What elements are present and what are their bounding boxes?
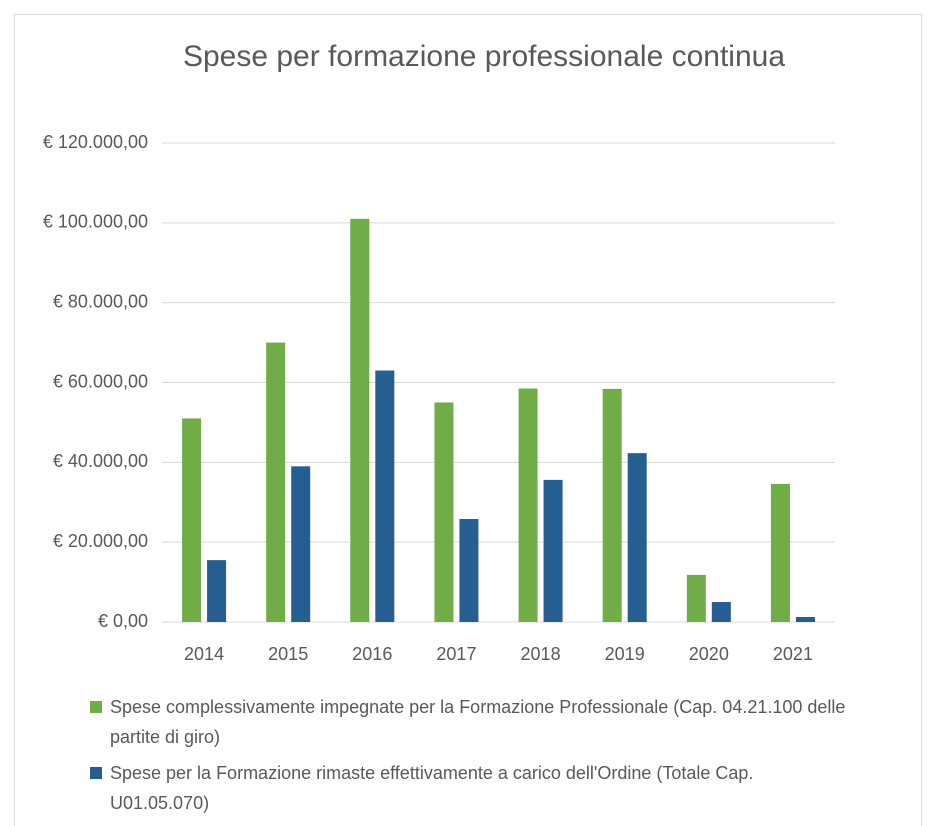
legend-item: Spese complessivamente impegnate per la … — [90, 692, 850, 752]
legend-label: Spese complessivamente impegnate per la … — [110, 697, 846, 747]
x-tick-label: 2021 — [773, 644, 813, 664]
bar — [711, 602, 731, 622]
legend-swatch — [90, 701, 102, 713]
bar — [434, 402, 454, 622]
y-tick-label: € 120.000,00 — [43, 132, 148, 152]
x-tick-label: 2016 — [352, 644, 392, 664]
y-tick-label: € 100.000,00 — [43, 212, 148, 232]
x-tick-label: 2017 — [436, 644, 476, 664]
bar — [518, 388, 538, 622]
bar — [795, 617, 815, 622]
bar — [207, 560, 227, 622]
bar — [770, 483, 790, 622]
x-tick-label: 2020 — [689, 644, 729, 664]
y-tick-label: € 40.000,00 — [53, 451, 148, 471]
bar — [627, 453, 647, 622]
y-tick-label: € 20.000,00 — [53, 531, 148, 551]
bar — [375, 370, 395, 622]
chart-border — [14, 14, 922, 826]
y-tick-label: € 80.000,00 — [53, 291, 148, 311]
bar — [602, 388, 622, 622]
bar — [182, 418, 202, 622]
x-tick-label: 2014 — [184, 644, 224, 664]
legend-swatch — [90, 767, 102, 779]
bar — [266, 342, 286, 622]
y-tick-label: € 60.000,00 — [53, 371, 148, 391]
bar — [543, 479, 563, 622]
bar — [459, 519, 479, 622]
x-tick-label: 2019 — [605, 644, 645, 664]
legend-label: Spese per la Formazione rimaste effettiv… — [110, 763, 754, 813]
bar — [686, 574, 706, 622]
chart-title: Spese per formazione professionale conti… — [183, 40, 785, 73]
bar — [350, 218, 370, 622]
y-tick-label: € 0,00 — [98, 611, 148, 631]
legend-item: Spese per la Formazione rimaste effettiv… — [90, 758, 850, 818]
x-tick-label: 2018 — [521, 644, 561, 664]
x-tick-label: 2015 — [268, 644, 308, 664]
bar — [291, 466, 311, 622]
